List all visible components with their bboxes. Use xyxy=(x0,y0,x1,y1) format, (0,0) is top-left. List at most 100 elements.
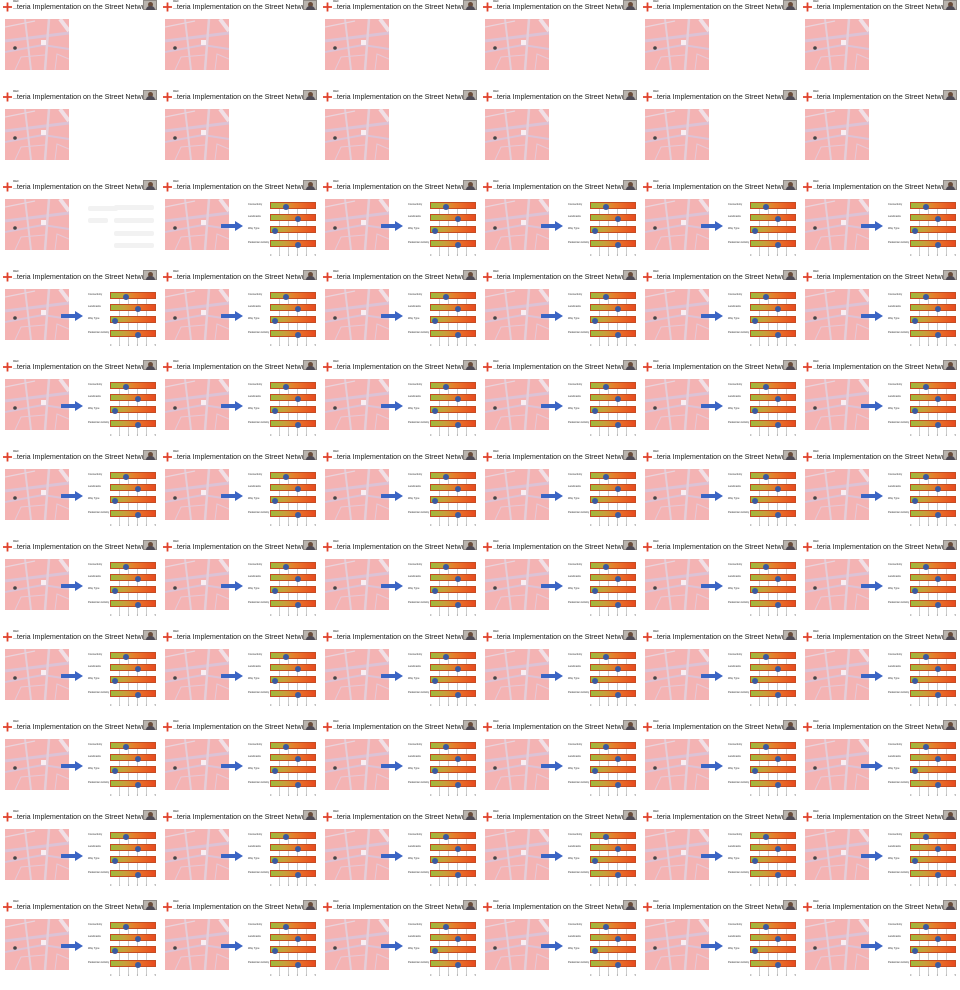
slide-frame-11[interactable]: REF ..teria Implementation on the Street… xyxy=(640,90,800,180)
webcam-icon[interactable] xyxy=(303,90,317,100)
slide-frame-33[interactable]: REF ..teria Implementation on the Street… xyxy=(320,450,480,540)
webcam-icon[interactable] xyxy=(143,270,157,280)
webcam-icon[interactable] xyxy=(943,360,957,370)
webcam-icon[interactable] xyxy=(943,630,957,640)
slide-frame-48[interactable]: REF ..teria Implementation on the Street… xyxy=(800,630,960,720)
slide-frame-65[interactable]: REF ..teria Implementation on the Street… xyxy=(640,900,800,990)
slide-frame-16[interactable]: REF ..teria Implementation on the Street… xyxy=(480,180,640,270)
slide-frame-17[interactable]: REF ..teria Implementation on the Street… xyxy=(640,180,800,270)
webcam-icon[interactable] xyxy=(783,900,797,910)
webcam-icon[interactable] xyxy=(623,90,637,100)
slide-frame-60[interactable]: REF ..teria Implementation on the Street… xyxy=(800,810,960,900)
webcam-icon[interactable] xyxy=(943,90,957,100)
webcam-icon[interactable] xyxy=(943,810,957,820)
webcam-icon[interactable] xyxy=(783,810,797,820)
webcam-icon[interactable] xyxy=(783,540,797,550)
webcam-icon[interactable] xyxy=(143,900,157,910)
webcam-icon[interactable] xyxy=(143,630,157,640)
slide-frame-50[interactable]: REF ..teria Implementation on the Street… xyxy=(160,720,320,810)
slide-frame-25[interactable]: REF ..teria Implementation on the Street… xyxy=(0,360,160,450)
slide-frame-10[interactable]: REF ..teria Implementation on the Street… xyxy=(480,90,640,180)
slide-frame-23[interactable]: REF ..teria Implementation on the Street… xyxy=(640,270,800,360)
webcam-icon[interactable] xyxy=(463,450,477,460)
slide-frame-31[interactable]: REF ..teria Implementation on the Street… xyxy=(0,450,160,540)
webcam-icon[interactable] xyxy=(943,0,957,10)
slide-frame-55[interactable]: REF ..teria Implementation on the Street… xyxy=(0,810,160,900)
slide-frame-64[interactable]: REF ..teria Implementation on the Street… xyxy=(480,900,640,990)
slide-frame-22[interactable]: REF ..teria Implementation on the Street… xyxy=(480,270,640,360)
webcam-icon[interactable] xyxy=(463,810,477,820)
webcam-icon[interactable] xyxy=(303,540,317,550)
webcam-icon[interactable] xyxy=(783,180,797,190)
webcam-icon[interactable] xyxy=(143,810,157,820)
webcam-icon[interactable] xyxy=(303,360,317,370)
webcam-icon[interactable] xyxy=(303,630,317,640)
slide-frame-15[interactable]: REF ..teria Implementation on the Street… xyxy=(320,180,480,270)
webcam-icon[interactable] xyxy=(143,450,157,460)
webcam-icon[interactable] xyxy=(943,450,957,460)
webcam-icon[interactable] xyxy=(463,180,477,190)
webcam-icon[interactable] xyxy=(463,360,477,370)
slide-frame-41[interactable]: REF ..teria Implementation on the Street… xyxy=(640,540,800,630)
slide-frame-46[interactable]: REF ..teria Implementation on the Street… xyxy=(480,630,640,720)
webcam-icon[interactable] xyxy=(943,270,957,280)
slide-frame-36[interactable]: REF ..teria Implementation on the Street… xyxy=(800,450,960,540)
slide-frame-45[interactable]: REF ..teria Implementation on the Street… xyxy=(320,630,480,720)
webcam-icon[interactable] xyxy=(943,540,957,550)
slide-frame-37[interactable]: REF ..teria Implementation on the Street… xyxy=(0,540,160,630)
slide-frame-8[interactable]: REF ..teria Implementation on the Street… xyxy=(160,90,320,180)
webcam-icon[interactable] xyxy=(463,720,477,730)
slide-frame-49[interactable]: REF ..teria Implementation on the Street… xyxy=(0,720,160,810)
slide-frame-35[interactable]: REF ..teria Implementation on the Street… xyxy=(640,450,800,540)
webcam-icon[interactable] xyxy=(463,270,477,280)
slide-frame-3[interactable]: REF ..teria Implementation on the Street… xyxy=(320,0,480,90)
slide-frame-14[interactable]: REF ..teria Implementation on the Street… xyxy=(160,180,320,270)
webcam-icon[interactable] xyxy=(943,720,957,730)
webcam-icon[interactable] xyxy=(783,0,797,10)
slide-frame-39[interactable]: REF ..teria Implementation on the Street… xyxy=(320,540,480,630)
webcam-icon[interactable] xyxy=(623,450,637,460)
webcam-icon[interactable] xyxy=(463,540,477,550)
slide-frame-19[interactable]: REF ..teria Implementation on the Street… xyxy=(0,270,160,360)
webcam-icon[interactable] xyxy=(783,450,797,460)
slide-frame-40[interactable]: REF ..teria Implementation on the Street… xyxy=(480,540,640,630)
slide-frame-21[interactable]: REF ..teria Implementation on the Street… xyxy=(320,270,480,360)
slide-frame-44[interactable]: REF ..teria Implementation on the Street… xyxy=(160,630,320,720)
slide-frame-6[interactable]: REF ..teria Implementation on the Street… xyxy=(800,0,960,90)
webcam-icon[interactable] xyxy=(623,180,637,190)
webcam-icon[interactable] xyxy=(623,720,637,730)
webcam-icon[interactable] xyxy=(463,630,477,640)
webcam-icon[interactable] xyxy=(783,630,797,640)
webcam-icon[interactable] xyxy=(303,450,317,460)
slide-frame-5[interactable]: REF ..teria Implementation on the Street… xyxy=(640,0,800,90)
slide-frame-61[interactable]: REF ..teria Implementation on the Street… xyxy=(0,900,160,990)
webcam-icon[interactable] xyxy=(303,810,317,820)
slide-frame-51[interactable]: REF ..teria Implementation on the Street… xyxy=(320,720,480,810)
slide-frame-20[interactable]: REF ..teria Implementation on the Street… xyxy=(160,270,320,360)
slide-frame-30[interactable]: REF ..teria Implementation on the Street… xyxy=(800,360,960,450)
slide-frame-66[interactable]: REF ..teria Implementation on the Street… xyxy=(800,900,960,990)
webcam-icon[interactable] xyxy=(303,270,317,280)
webcam-icon[interactable] xyxy=(143,90,157,100)
webcam-icon[interactable] xyxy=(463,900,477,910)
slide-frame-12[interactable]: REF ..teria Implementation on the Street… xyxy=(800,90,960,180)
slide-frame-34[interactable]: REF ..teria Implementation on the Street… xyxy=(480,450,640,540)
webcam-icon[interactable] xyxy=(623,270,637,280)
webcam-icon[interactable] xyxy=(783,720,797,730)
slide-frame-2[interactable]: REF ..teria Implementation on the Street… xyxy=(160,0,320,90)
webcam-icon[interactable] xyxy=(303,0,317,10)
slide-frame-4[interactable]: REF ..teria Implementation on the Street… xyxy=(480,0,640,90)
webcam-icon[interactable] xyxy=(303,180,317,190)
slide-frame-53[interactable]: REF ..teria Implementation on the Street… xyxy=(640,720,800,810)
webcam-icon[interactable] xyxy=(783,360,797,370)
slide-frame-28[interactable]: REF ..teria Implementation on the Street… xyxy=(480,360,640,450)
slide-frame-63[interactable]: REF ..teria Implementation on the Street… xyxy=(320,900,480,990)
webcam-icon[interactable] xyxy=(943,900,957,910)
slide-frame-29[interactable]: REF ..teria Implementation on the Street… xyxy=(640,360,800,450)
webcam-icon[interactable] xyxy=(143,360,157,370)
slide-frame-52[interactable]: REF ..teria Implementation on the Street… xyxy=(480,720,640,810)
slide-frame-24[interactable]: REF ..teria Implementation on the Street… xyxy=(800,270,960,360)
webcam-icon[interactable] xyxy=(623,0,637,10)
webcam-icon[interactable] xyxy=(623,540,637,550)
webcam-icon[interactable] xyxy=(303,720,317,730)
